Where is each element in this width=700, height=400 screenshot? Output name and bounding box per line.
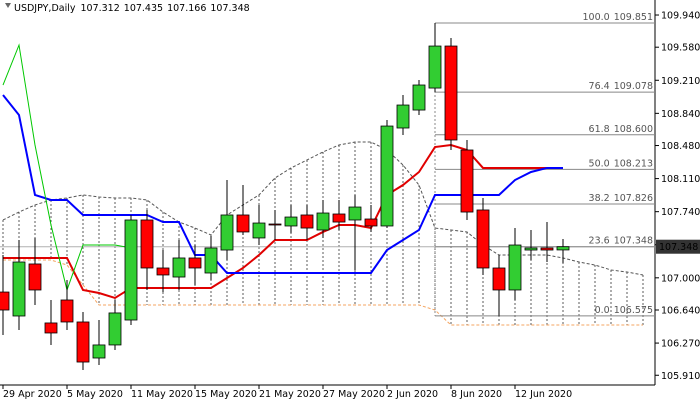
fib-price: 108.600 <box>614 124 653 135</box>
candle-body <box>300 214 314 229</box>
x-tick-label: 11 May 2020 <box>131 389 193 400</box>
fib-label: 23.6 107.348 <box>589 236 653 247</box>
candle-body <box>524 247 538 251</box>
candle-body <box>556 246 570 251</box>
candle-body <box>108 312 122 346</box>
last-price-box <box>656 239 700 254</box>
fib-price: 109.078 <box>614 81 653 92</box>
candle-body <box>0 291 10 311</box>
candle-body <box>444 45 458 141</box>
x-tick-label: 29 Apr 2020 <box>3 389 62 400</box>
y-tick-label: 109.210 <box>661 76 700 87</box>
fib-label: 38.2 107.826 <box>589 193 653 204</box>
candle-body <box>316 212 330 231</box>
x-tick-label: 8 Jun 2020 <box>451 389 502 400</box>
cloud-top <box>2 141 644 276</box>
candle-body <box>220 214 234 251</box>
cloud-bottom <box>3 259 643 326</box>
fib-level: 61.8 <box>589 124 610 135</box>
fib-label: 0.0 106.575 <box>595 305 653 316</box>
fib-price: 107.826 <box>614 193 653 204</box>
last-price-label: 107.348 <box>659 242 698 253</box>
y-tick-label: 108.110 <box>661 174 700 185</box>
candle-body <box>540 247 554 251</box>
x-tick-label: 27 May 2020 <box>323 389 385 400</box>
candle-body <box>332 213 346 223</box>
fib-level: 76.4 <box>589 81 610 92</box>
ohlc-close: 107.348 <box>210 3 249 14</box>
y-tick-label: 107.000 <box>661 273 700 284</box>
x-tick-label: 2 Jun 2020 <box>387 389 438 400</box>
candle-body <box>348 206 362 221</box>
y-tick-label: 106.640 <box>661 306 700 317</box>
header: USDJPY,Daily 107.312 107.435 107.166 107.348 <box>14 3 250 14</box>
fib-level: 0.0 <box>595 305 610 316</box>
y-tick-label: 107.740 <box>661 207 700 218</box>
fib-price: 108.213 <box>614 158 653 169</box>
candle-body <box>284 216 298 227</box>
candle-body <box>460 149 474 213</box>
candle-body <box>476 209 490 269</box>
fib-price: 106.575 <box>614 305 653 316</box>
y-tick-label: 106.270 <box>661 339 700 350</box>
candle-body <box>364 218 378 227</box>
x-tick-label: 21 May 2020 <box>259 389 321 400</box>
candle-body <box>172 257 186 278</box>
fib-label: 76.4 109.078 <box>589 81 653 92</box>
x-tick-label: 15 May 2020 <box>195 389 257 400</box>
candle-body <box>412 84 426 111</box>
fib-label: 50.0 108.213 <box>589 158 653 169</box>
candle-body <box>396 104 410 129</box>
candle-body <box>124 219 138 321</box>
candle-body <box>188 257 202 269</box>
fib-price: 109.851 <box>614 12 653 23</box>
fib-level: 23.6 <box>589 236 610 247</box>
candle-body <box>380 125 394 227</box>
fib-label: 61.8 108.600 <box>589 124 653 135</box>
ohlc-open: 107.312 <box>80 3 119 14</box>
candle-body <box>44 322 58 334</box>
fib-price: 107.348 <box>614 236 653 247</box>
candle-body <box>28 263 42 291</box>
y-tick-label: 109.580 <box>661 43 700 54</box>
candle-body <box>428 45 442 89</box>
ohlc-low: 107.166 <box>167 3 206 14</box>
fib-level: 38.2 <box>589 193 610 204</box>
symbol: USDJPY,Daily <box>14 3 76 14</box>
y-tick-label: 105.910 <box>661 371 700 382</box>
ohlc-high: 107.435 <box>124 3 163 14</box>
fib-level: 50.0 <box>589 158 610 169</box>
y-tick-label: 109.940 <box>661 11 700 22</box>
candle-body <box>156 267 170 276</box>
y-tick-label: 108.840 <box>661 109 700 120</box>
header-icon <box>5 3 11 8</box>
candle-body <box>76 321 90 363</box>
candle-body <box>508 244 522 291</box>
candle-body <box>252 222 266 239</box>
fib-level: 100.0 <box>583 12 610 23</box>
candle-body <box>236 214 250 233</box>
y-tick-label: 108.480 <box>661 141 700 152</box>
candle-body <box>268 223 282 226</box>
candle-body <box>12 261 26 317</box>
x-tick-label: 5 May 2020 <box>67 389 123 400</box>
fib-label: 100.0 109.851 <box>583 12 654 23</box>
candle-body <box>492 267 506 291</box>
x-tick-label: 12 Jun 2020 <box>515 389 572 400</box>
candle-body <box>140 219 154 269</box>
candle-body <box>60 299 74 323</box>
candle-body <box>204 247 218 274</box>
candle-body <box>92 344 106 359</box>
